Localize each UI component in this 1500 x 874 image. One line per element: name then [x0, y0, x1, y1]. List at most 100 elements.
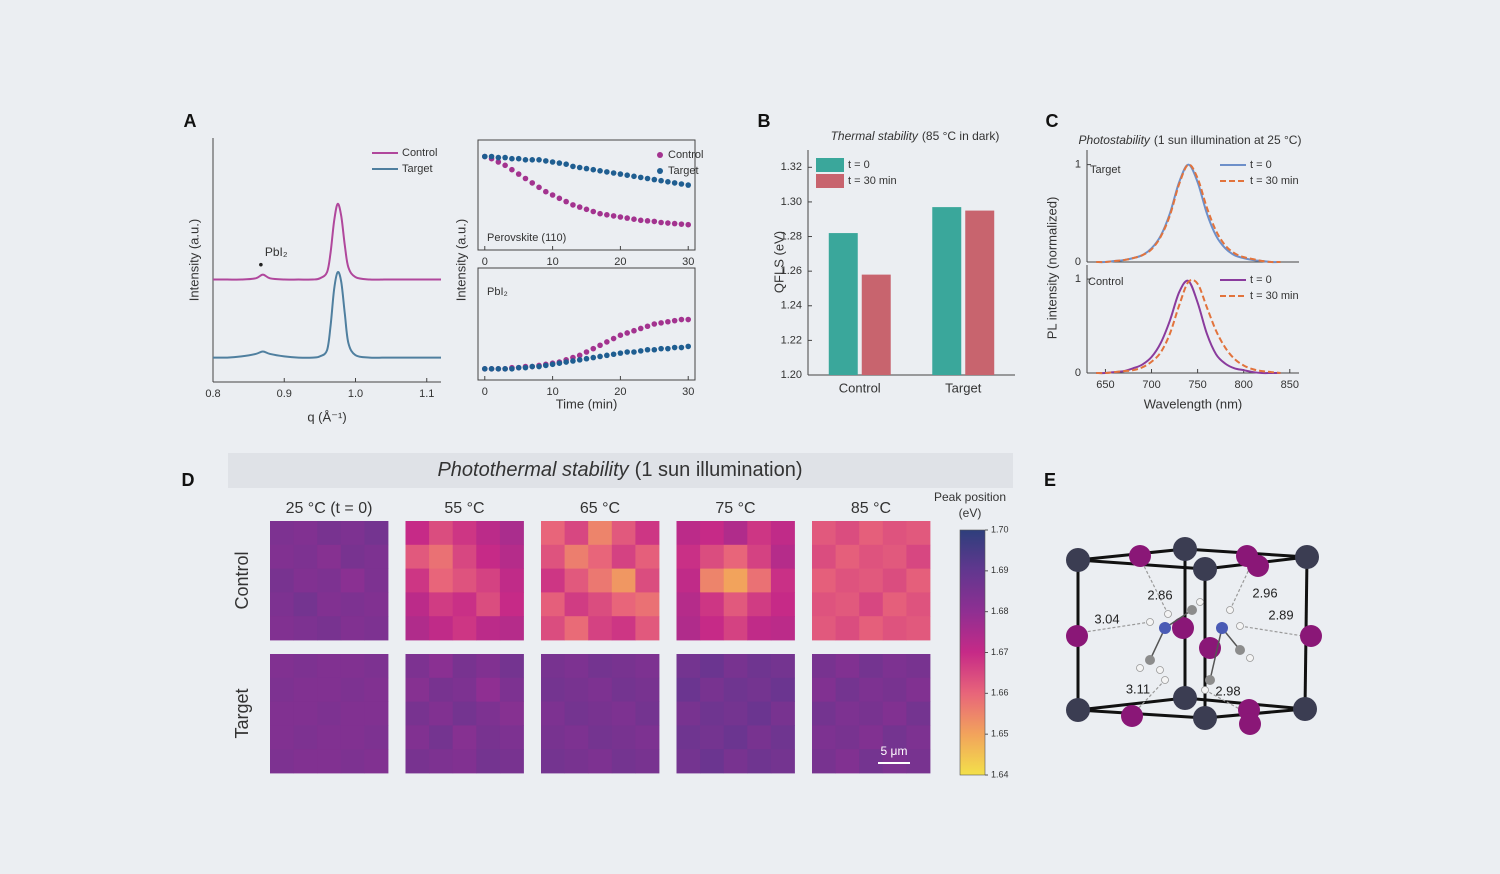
- map-cell: [499, 521, 524, 546]
- map-cell: [499, 725, 524, 750]
- data-point: [685, 343, 692, 350]
- data-point: [583, 206, 590, 213]
- data-point: [576, 204, 583, 210]
- data-point: [529, 363, 536, 370]
- map-cell: [812, 616, 836, 641]
- map-cell: [812, 592, 836, 617]
- chart-title: Thermal stability (85 °C in dark): [831, 129, 1000, 143]
- colorbar-tick-label: 1.69: [991, 565, 1009, 575]
- map-cell: [723, 521, 748, 546]
- data-point: [543, 362, 549, 369]
- map-cell: [906, 544, 931, 569]
- data-point: [502, 154, 508, 161]
- data-point: [631, 349, 637, 355]
- distance-label: 3.04: [1094, 611, 1119, 626]
- map-cell: [812, 521, 836, 546]
- data-point: [502, 162, 508, 169]
- map-cell: [429, 544, 454, 569]
- map-cell: [476, 725, 501, 750]
- atom: [1187, 605, 1197, 615]
- map-cell: [452, 544, 477, 569]
- data-point: [570, 358, 576, 364]
- data-point: [515, 171, 522, 177]
- map-cell: [405, 654, 430, 679]
- colorbar-tick-label: 1.70: [991, 524, 1009, 534]
- map-cell: [859, 725, 884, 750]
- column-label: 85 °C: [851, 500, 891, 517]
- data-point: [651, 218, 658, 225]
- map-cell: [635, 677, 660, 702]
- map-cell: [476, 654, 501, 679]
- map-cell: [747, 654, 772, 679]
- data-point: [610, 335, 617, 342]
- map-cell: [293, 616, 318, 641]
- data-point: [502, 366, 508, 372]
- map-cell: [700, 616, 725, 641]
- map-cell: [476, 568, 501, 593]
- data-point: [576, 357, 583, 363]
- legend-label: t = 30 min: [1250, 290, 1299, 302]
- map-cell: [270, 677, 294, 702]
- map-cell: [747, 749, 772, 774]
- map-cell: [293, 654, 318, 679]
- lead-atoms: [1066, 537, 1319, 730]
- panel-label: B: [758, 111, 771, 131]
- map-cell: [405, 521, 430, 546]
- data-point: [665, 318, 671, 325]
- atom: [1295, 545, 1319, 569]
- map-cell: [564, 749, 589, 774]
- data-point: [637, 174, 644, 181]
- data-point: [509, 366, 515, 372]
- map-cell: [882, 677, 907, 702]
- map-cell: [859, 654, 884, 679]
- data-point: [678, 316, 685, 323]
- map-cell: [564, 592, 589, 617]
- map-cell: [476, 616, 501, 641]
- map-cell: [541, 654, 565, 679]
- map-cell: [770, 592, 795, 617]
- map-cell: [882, 544, 907, 569]
- map-cell: [564, 654, 589, 679]
- data-point: [671, 180, 678, 186]
- title-italic: Photothermal stability: [437, 459, 629, 481]
- data-point: [637, 217, 644, 224]
- map-cell: [541, 544, 565, 569]
- title-banner: [228, 453, 1013, 488]
- y-tick-label: 1.24: [781, 300, 802, 312]
- map-cell: [882, 725, 907, 750]
- map-cell: [429, 568, 454, 593]
- atom: [1173, 686, 1197, 710]
- colorbar-tick-label: 1.65: [991, 729, 1009, 739]
- y-axis-label: PL intensity (normalized): [1044, 197, 1059, 340]
- map-cell: [340, 654, 365, 679]
- map-cell: [364, 592, 389, 617]
- map-cell: [635, 701, 660, 726]
- data-point: [522, 175, 529, 182]
- map-cell: [700, 725, 725, 750]
- legend-swatch: [816, 174, 844, 188]
- map-cell: [882, 521, 907, 546]
- data-point: [624, 215, 630, 221]
- column-label: 55 °C: [444, 500, 484, 517]
- x-tick-label: 800: [1235, 379, 1253, 391]
- plot-frame: [477, 267, 696, 381]
- map-cell: [429, 521, 454, 546]
- data-point: [488, 366, 495, 372]
- map-cell: [906, 592, 931, 617]
- data-point: [536, 184, 542, 191]
- map-cell: [882, 568, 907, 593]
- bar: [861, 274, 891, 375]
- atom: [1145, 655, 1155, 665]
- map-cell: [564, 725, 589, 750]
- map-cell: [588, 725, 613, 750]
- carbon-atoms: [1145, 605, 1245, 685]
- bar: [965, 210, 995, 375]
- column-label: 65 °C: [580, 500, 620, 517]
- atom: [1173, 537, 1197, 561]
- map-cell: [611, 749, 636, 774]
- map-cell: [588, 616, 613, 641]
- map-cell: [452, 521, 477, 546]
- atom: [1193, 557, 1217, 581]
- map-cell: [270, 568, 294, 593]
- map-cell: [541, 677, 565, 702]
